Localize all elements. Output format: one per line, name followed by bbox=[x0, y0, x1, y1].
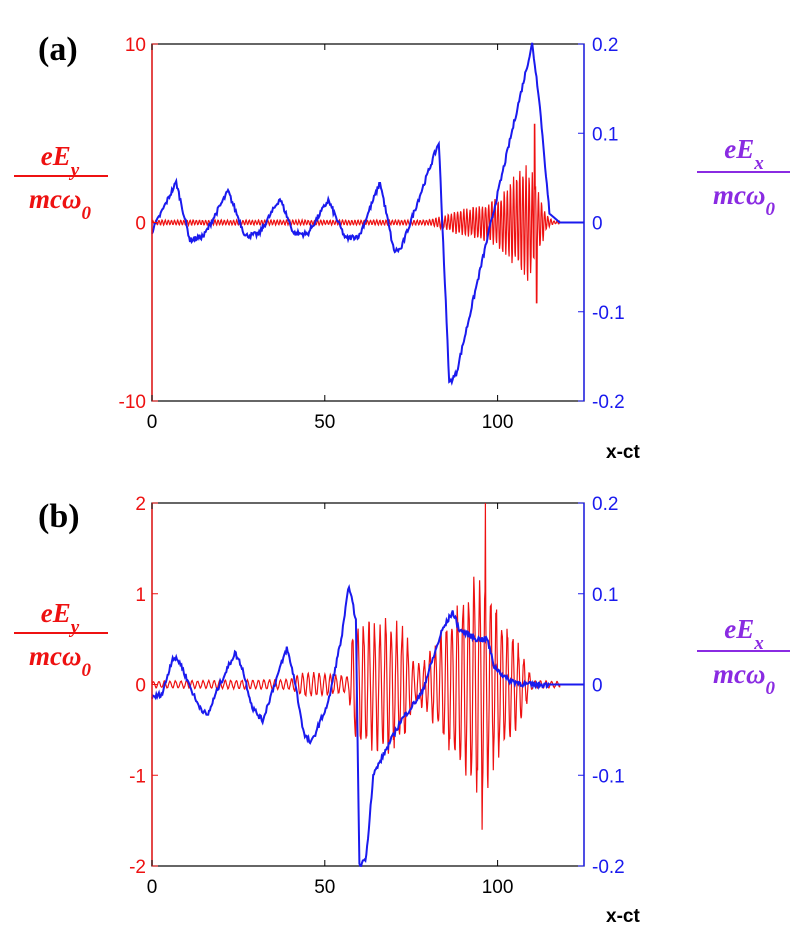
left-tick-label-b: -2 bbox=[129, 857, 146, 878]
ex-label-b: eEx mcω0 bbox=[697, 614, 790, 699]
right-tick-label-b: 0 bbox=[592, 676, 603, 697]
right-tick-label-b: -0.2 bbox=[592, 857, 625, 878]
right-tick-label-b: -0.1 bbox=[592, 766, 625, 787]
x-tick-label-a: 50 bbox=[314, 412, 335, 433]
x-tick-label-b: 0 bbox=[147, 877, 158, 898]
panel-label-b: (b) bbox=[38, 498, 80, 535]
ey-numerator-b: eEy bbox=[41, 598, 80, 638]
x-axis-label-b: x-ct bbox=[606, 906, 640, 927]
left-tick-label-a: -10 bbox=[119, 392, 146, 413]
x-tick-label-b: 50 bbox=[314, 877, 335, 898]
ex-denominator-a: mcω0 bbox=[713, 180, 776, 220]
left-tick-label-a: 0 bbox=[135, 214, 146, 235]
panel-label-a: (a) bbox=[38, 31, 78, 68]
ey-sym-a: eE bbox=[41, 141, 71, 171]
ey-trace-b bbox=[151, 502, 584, 830]
x-tick-label-a: 0 bbox=[147, 412, 158, 433]
ey-label-b: eEy mcω0 bbox=[14, 598, 108, 681]
ex-label-a: eEx mcω0 bbox=[697, 134, 790, 220]
ex-numerator-a: eEx bbox=[724, 134, 764, 174]
right-tick-label-a: -0.2 bbox=[592, 392, 625, 413]
ex-trace-b bbox=[151, 583, 584, 867]
ey-label-a: eEy mcω0 bbox=[14, 141, 108, 224]
right-tick-label-a: -0.1 bbox=[592, 303, 625, 324]
ex-trace-a bbox=[151, 42, 584, 386]
ey-sub-a: y bbox=[69, 160, 80, 181]
left-tick-label-a: 10 bbox=[125, 35, 146, 56]
ex-denominator-b: mcω0 bbox=[713, 659, 776, 699]
traces-a bbox=[151, 42, 584, 386]
left-tick-label-b: -1 bbox=[129, 766, 146, 787]
left-tick-label-b: 2 bbox=[135, 494, 146, 515]
x-tick-label-a: 100 bbox=[482, 412, 514, 433]
right-tick-label-b: 0.1 bbox=[592, 585, 618, 606]
x-tick-label-b: 100 bbox=[482, 877, 514, 898]
right-tick-label-b: 0.2 bbox=[592, 494, 618, 515]
ey-numerator-a: eEy bbox=[41, 141, 80, 181]
ey-denominator-b: mcω0 bbox=[29, 641, 92, 681]
left-tick-label-b: 0 bbox=[135, 676, 146, 697]
ex-numerator-b: eEx bbox=[724, 614, 764, 654]
panel-b: (b) 0 50 100 -2 -1 0 1 2 -0.2 -0.1 0 0.1 0.2 x-ct eE… bbox=[14, 494, 790, 927]
x-axis-label-a: x-ct bbox=[606, 442, 640, 463]
right-tick-label-a: 0 bbox=[592, 214, 603, 235]
traces-b bbox=[151, 502, 584, 867]
ey-denominator-a: mcω0 bbox=[29, 184, 92, 224]
right-tick-label-a: 0.1 bbox=[592, 124, 618, 145]
right-tick-label-a: 0.2 bbox=[592, 35, 618, 56]
left-tick-label-b: 1 bbox=[135, 585, 146, 606]
axes-b: 0 50 100 -2 -1 0 1 2 -0.2 -0.1 0 0.1 0.2 bbox=[129, 494, 625, 898]
